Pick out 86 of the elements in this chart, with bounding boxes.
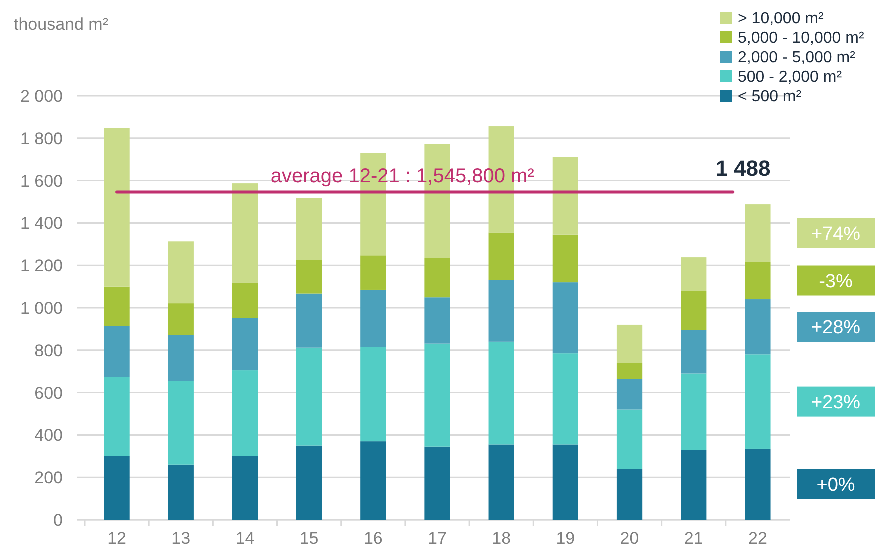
bar bbox=[296, 198, 322, 260]
bar bbox=[552, 282, 578, 354]
y-tick-label: 1 600 bbox=[20, 172, 63, 191]
y-tick-label: 200 bbox=[34, 468, 63, 488]
x-tick-label: 20 bbox=[620, 529, 640, 548]
bar bbox=[681, 291, 707, 330]
text: -3% bbox=[819, 271, 853, 292]
bar bbox=[104, 286, 130, 326]
bar bbox=[745, 354, 771, 449]
y-tick-label: 400 bbox=[34, 426, 63, 446]
x-tick-label: 22 bbox=[748, 529, 768, 548]
bar bbox=[745, 262, 771, 300]
bar bbox=[360, 347, 386, 442]
bar bbox=[168, 464, 194, 520]
x-tick-label: 13 bbox=[172, 529, 191, 548]
y-tick-label: 600 bbox=[34, 384, 63, 403]
y-tick-label: 0 bbox=[54, 510, 63, 530]
bar bbox=[296, 348, 322, 446]
bar bbox=[424, 298, 450, 344]
bar bbox=[745, 204, 771, 262]
x-tick-label: 12 bbox=[108, 529, 127, 548]
y-tick-label: 1 400 bbox=[20, 214, 63, 234]
bar bbox=[616, 363, 643, 380]
bar bbox=[488, 232, 514, 280]
bar bbox=[296, 260, 322, 294]
bar bbox=[488, 444, 514, 520]
bar bbox=[552, 157, 578, 235]
bar bbox=[168, 381, 194, 465]
y-tick-label: 800 bbox=[34, 341, 63, 360]
bar bbox=[168, 304, 194, 336]
bar bbox=[745, 448, 771, 520]
x-tick-label: 19 bbox=[556, 529, 576, 548]
bar bbox=[681, 330, 707, 374]
x-tick-label: 15 bbox=[300, 529, 319, 548]
bar bbox=[488, 342, 514, 445]
bar bbox=[232, 456, 258, 520]
y-tick-label: 1 200 bbox=[20, 256, 63, 276]
y-tick-label: 1 000 bbox=[20, 298, 63, 318]
bar bbox=[552, 444, 578, 520]
bar bbox=[296, 446, 322, 520]
legend-label: 5,000 - 10,000 m² bbox=[738, 30, 865, 48]
bar bbox=[168, 242, 194, 304]
total-label: 1 488 bbox=[716, 156, 771, 181]
bar bbox=[424, 258, 450, 298]
y-tick-label: 1 800 bbox=[20, 129, 63, 148]
bar bbox=[424, 446, 450, 520]
bar bbox=[104, 456, 130, 520]
text: +28% bbox=[811, 318, 861, 339]
legend-label: 2,000 - 5,000 m² bbox=[738, 50, 856, 67]
bar bbox=[616, 410, 643, 470]
text: +23% bbox=[811, 392, 861, 414]
bar bbox=[104, 377, 130, 456]
bar bbox=[360, 290, 386, 348]
text: +0% bbox=[816, 475, 856, 496]
text: +74% bbox=[811, 224, 861, 245]
bar bbox=[360, 256, 386, 290]
bar bbox=[681, 258, 707, 292]
bar bbox=[296, 294, 322, 348]
bar bbox=[488, 280, 514, 342]
bar bbox=[616, 469, 643, 520]
x-tick-label: 18 bbox=[492, 529, 512, 548]
bar bbox=[360, 442, 386, 520]
bar bbox=[424, 344, 450, 447]
bar bbox=[552, 234, 578, 283]
bar bbox=[232, 318, 258, 371]
bar bbox=[232, 370, 258, 456]
bar bbox=[232, 184, 258, 283]
bar bbox=[552, 354, 578, 445]
bar bbox=[104, 326, 130, 378]
bar bbox=[616, 324, 643, 364]
y-axis-title: thousand m² bbox=[14, 15, 109, 34]
bar bbox=[104, 128, 130, 287]
x-tick-label: 14 bbox=[236, 529, 255, 548]
bar bbox=[681, 374, 707, 450]
y-tick-label: 2 000 bbox=[20, 86, 63, 106]
bar bbox=[168, 335, 194, 382]
x-tick-label: 21 bbox=[684, 529, 704, 548]
legend-label: 500 - 2,000 m² bbox=[738, 69, 843, 86]
bar bbox=[616, 379, 643, 410]
legend-label: > 10,000 m² bbox=[738, 10, 824, 28]
x-tick-label: 16 bbox=[364, 529, 383, 548]
bar bbox=[681, 450, 707, 520]
bar bbox=[745, 300, 771, 355]
x-tick-label: 17 bbox=[428, 529, 447, 548]
legend-label: < 500 m² bbox=[738, 88, 802, 106]
bar bbox=[232, 282, 258, 318]
